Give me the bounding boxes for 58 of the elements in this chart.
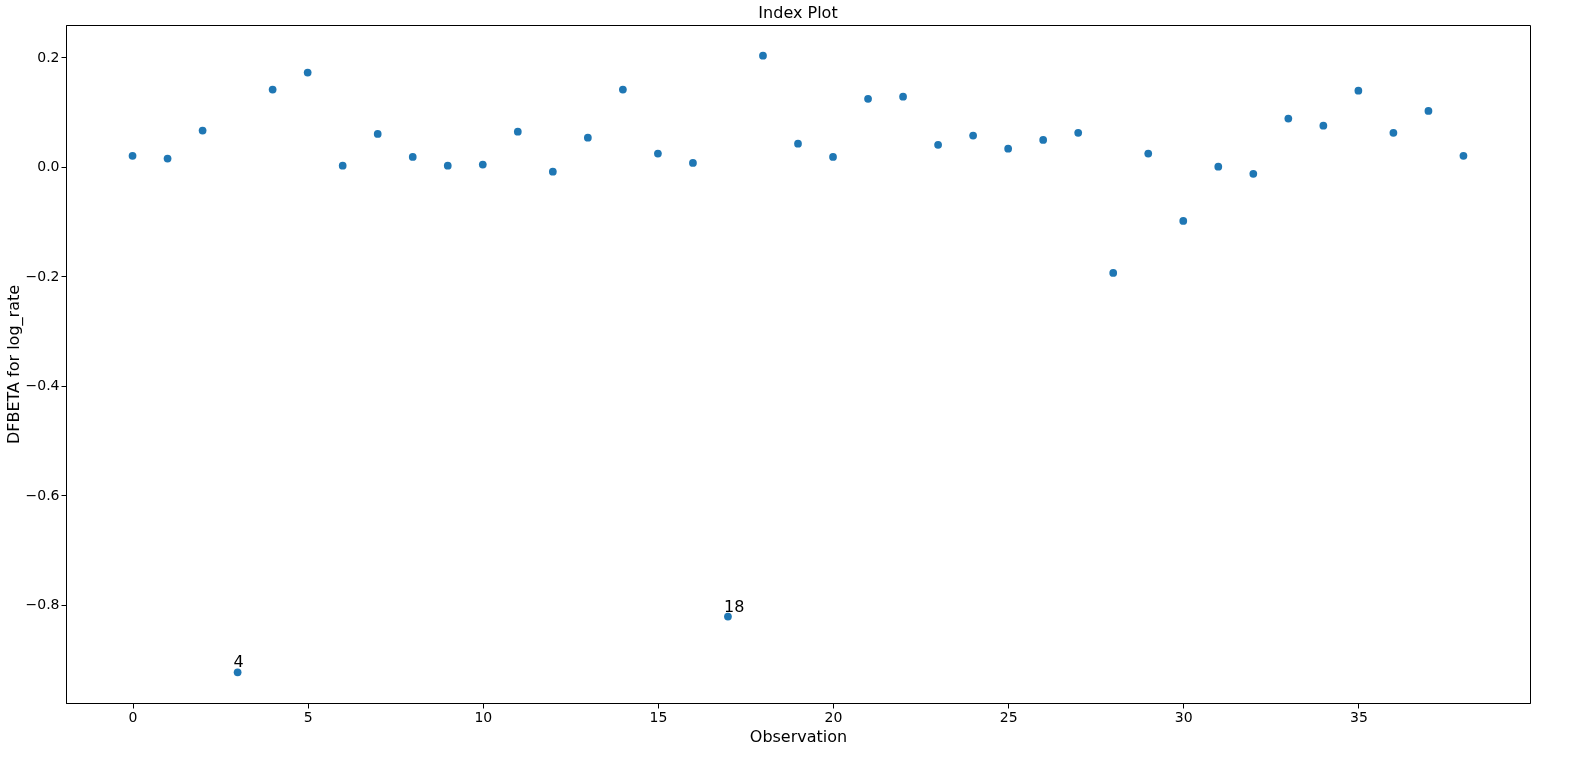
x-tick-label: 20	[824, 708, 843, 725]
y-tick-label: −0.6	[25, 486, 60, 503]
point	[513, 127, 522, 136]
y-tick-label: 0.0	[37, 158, 60, 175]
x-axis-title: Observation	[749, 726, 848, 746]
point	[1179, 217, 1188, 225]
point	[1389, 128, 1398, 137]
point	[829, 153, 837, 161]
point	[1074, 128, 1083, 137]
point	[443, 161, 452, 170]
x-tick-label: 5	[303, 708, 313, 725]
point	[969, 131, 977, 140]
chart-title: Index Plot	[758, 3, 838, 22]
point	[619, 85, 627, 94]
point	[163, 154, 172, 163]
y-axis-title: DFBETA for log_rate	[3, 284, 24, 445]
annotation: 18	[723, 596, 745, 616]
point	[794, 139, 802, 148]
point	[408, 153, 417, 161]
y-tick-label: −0.2	[25, 267, 60, 284]
point	[689, 159, 697, 167]
point	[233, 668, 242, 677]
x-tick-label: 15	[649, 708, 668, 725]
point	[198, 126, 207, 135]
point	[1004, 144, 1013, 153]
x-tick-label: 25	[999, 708, 1018, 725]
point	[548, 167, 557, 176]
point	[1319, 121, 1328, 130]
point	[268, 85, 277, 94]
x-tick-label: 0	[128, 708, 138, 725]
point	[1424, 107, 1433, 115]
point	[724, 612, 732, 621]
point	[1354, 86, 1363, 95]
point	[1039, 136, 1048, 144]
x-tick-label: 30	[1174, 708, 1193, 725]
point	[654, 149, 662, 158]
y-tick-label: 0.2	[37, 48, 60, 65]
point	[864, 95, 872, 103]
point	[478, 160, 487, 169]
point	[934, 140, 942, 149]
point	[373, 130, 382, 138]
point	[1109, 269, 1118, 277]
point	[338, 161, 347, 170]
point	[1144, 149, 1153, 158]
point	[583, 133, 592, 142]
point	[899, 92, 907, 101]
y-tick-label: −0.8	[25, 596, 60, 612]
y-tick-label: −0.4	[25, 377, 60, 394]
point	[1284, 114, 1293, 123]
point	[303, 68, 312, 77]
point	[759, 51, 767, 60]
annotation: 4	[233, 652, 244, 672]
point	[1249, 169, 1258, 178]
x-tick-label: 10	[474, 708, 493, 725]
point	[128, 151, 137, 160]
point	[1214, 162, 1223, 171]
point	[1459, 151, 1468, 160]
x-tick-label: 35	[1349, 708, 1368, 725]
